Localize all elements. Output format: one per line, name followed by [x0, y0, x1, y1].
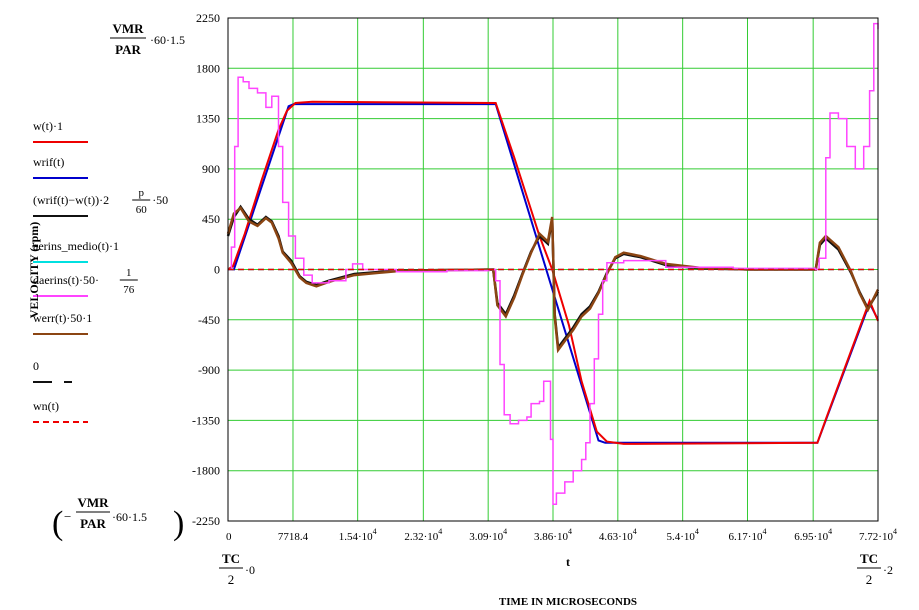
y-min-num: VMR	[77, 495, 109, 510]
series-line-4	[228, 22, 879, 505]
y-min-den: PAR	[80, 516, 106, 531]
y-max-expression: VMR PAR ·60·1.5	[110, 21, 185, 57]
y-tick-labels: 2250 1800 1350 900 450 0 -450 -900 -1350 -1800 -22…	[192, 11, 220, 528]
y-axis-label: VELOCITY (rpm)	[27, 222, 41, 319]
y-min-sign: −	[64, 509, 71, 524]
y-max-rest: ·60·1.5	[150, 33, 185, 47]
legend-item-4: daerins(t)·50· 1 76	[33, 267, 138, 297]
y-max-num: VMR	[112, 21, 144, 36]
x-tick-label: 6.95·104	[794, 527, 832, 543]
y-tick-label: 1350	[196, 112, 220, 126]
y-tick-label: -450	[198, 313, 220, 327]
y-min-rest: ·60·1.5	[112, 510, 147, 524]
legend-item-3: aerins_medio(t)·1	[33, 239, 119, 263]
x-max-rest: ·2	[883, 563, 893, 577]
x-max-num: TC	[860, 551, 878, 566]
x-axis-label: TIME IN MICROSECONDS	[499, 596, 637, 608]
x-tick-label: 2.32·104	[404, 527, 442, 543]
legend-label: werr(t)·50·1	[33, 311, 92, 325]
x-min-num: TC	[222, 551, 240, 566]
y-min-paren-left: (	[52, 505, 63, 542]
legend-frac-num: p	[138, 187, 144, 199]
x-tick-label: 0	[226, 531, 232, 543]
legend-item-5: werr(t)·50·1	[33, 311, 92, 335]
x-tick-label: 3.09·104	[469, 527, 507, 543]
legend-item-6: 0	[33, 359, 72, 383]
x-max-den: 2	[866, 572, 873, 587]
series-group	[226, 22, 880, 505]
legend-label: 0	[33, 359, 39, 373]
legend-item-2: (wrif(t)−w(t))·2 p 60 ·50	[33, 187, 168, 217]
y-tick-label: 900	[202, 162, 220, 176]
legend-label: daerins(t)·50·	[33, 273, 99, 287]
legend-suffix: ·50	[152, 193, 168, 207]
x-min-expression: TC 2 ·0	[219, 551, 255, 587]
legend-label: wn(t)	[33, 399, 59, 413]
legend-frac-den: 60	[136, 204, 148, 216]
x-min-rest: ·0	[245, 563, 255, 577]
y-tick-label: -1350	[192, 413, 220, 427]
x-tick-label: 4.63·104	[599, 527, 637, 543]
x-tick-label: 3.86·104	[534, 527, 572, 543]
x-min-den: 2	[228, 572, 235, 587]
legend-item-1: wrif(t)	[33, 155, 88, 179]
legend: w(t)·1 wrif(t) (wrif(t)−w(t))·2 p 60 ·50 aerin…	[33, 119, 168, 423]
y-min-expression: ( − VMR PAR ·60·1.5 )	[52, 495, 184, 542]
y-tick-label: 2250	[196, 11, 220, 25]
legend-label: wrif(t)	[33, 155, 64, 169]
y-tick-label: -2250	[192, 514, 220, 528]
legend-item-7: wn(t)	[33, 399, 88, 423]
x-tick-label: 1.54·104	[339, 527, 377, 543]
y-tick-label: 1800	[196, 61, 220, 75]
legend-item-0: w(t)·1	[33, 119, 88, 143]
x-tick-label: 7718.4	[278, 531, 309, 543]
plot-frame	[227, 17, 879, 522]
legend-label: aerins_medio(t)·1	[33, 239, 119, 253]
y-max-den: PAR	[115, 42, 141, 57]
y-tick-label: -1800	[192, 464, 220, 478]
y-tick-label: 450	[202, 212, 220, 226]
legend-frac-den: 76	[123, 284, 135, 296]
y-min-paren-right: )	[173, 505, 184, 542]
x-max-expression: TC 2 ·2	[857, 551, 893, 587]
y-tick-label: -900	[198, 363, 220, 377]
legend-frac-num: 1	[126, 267, 132, 279]
legend-label: w(t)·1	[33, 119, 63, 133]
x-tick-label: 6.17·104	[729, 527, 767, 543]
x-tick-label: 7.72·104	[859, 527, 897, 543]
y-tick-label: 0	[214, 263, 220, 277]
x-tick-labels: 0 7718.4 1.54·104 2.32·104 3.09·104 3.86·104 4…	[226, 527, 897, 543]
x-tick-label: 5.4·104	[666, 527, 698, 543]
x-axis-variable: t	[566, 555, 570, 569]
legend-label: (wrif(t)−w(t))·2	[33, 193, 109, 207]
